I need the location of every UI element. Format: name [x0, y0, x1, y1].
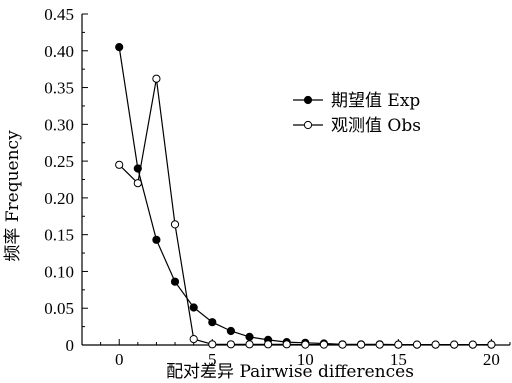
- x-axis-label: 配对差异 Pairwise differences: [166, 362, 414, 382]
- data-point-obs: [245, 340, 254, 349]
- data-point-exp: [152, 235, 161, 244]
- legend-marker: [303, 95, 313, 105]
- data-point-obs: [412, 340, 422, 349]
- data-point-exp: [189, 303, 198, 312]
- data-point-obs: [208, 340, 217, 349]
- series-line-exp: [118, 47, 492, 346]
- data-point-exp: [170, 277, 180, 286]
- data-point-obs: [338, 340, 347, 349]
- data-point-exp: [245, 332, 254, 341]
- x-tick-label: 20: [483, 350, 500, 369]
- y-tick-label: 0.05: [44, 299, 74, 318]
- data-point-obs: [282, 340, 291, 349]
- data-point-obs: [319, 340, 328, 349]
- data-point-obs: [468, 340, 477, 349]
- y-tick-label: 0.35: [44, 79, 74, 98]
- data-point-exp: [115, 43, 124, 52]
- legend-label: 期望值 Exp: [331, 91, 420, 111]
- data-point-obs: [115, 160, 124, 169]
- data-point-obs: [301, 340, 310, 349]
- y-tick-label: 0.25: [44, 152, 74, 171]
- data-point-obs: [394, 340, 403, 349]
- legend-marker: [303, 120, 313, 130]
- data-point-obs: [170, 220, 180, 229]
- x-tick-label: 0: [115, 350, 124, 369]
- data-point-exp: [208, 318, 217, 327]
- chart-axes: [81, 14, 510, 346]
- tick-marks: [81, 13, 511, 346]
- tick-labels: 0 0.05 0.10 0.15 0.20 0.25 0.30 0.35 0.40 0.45 0 5 1…: [44, 5, 500, 369]
- x-tick-label: 10: [297, 350, 314, 369]
- data-point-obs: [431, 340, 440, 349]
- data-point-obs: [133, 179, 142, 188]
- series-points: [115, 43, 496, 349]
- x-tick-label: 15: [390, 350, 407, 369]
- y-tick-label: 0.20: [44, 189, 74, 208]
- y-tick-label: 0.30: [44, 115, 74, 134]
- series-line-obs: [118, 78, 492, 346]
- y-tick-label: 0.10: [44, 262, 74, 281]
- data-point-obs: [375, 340, 384, 349]
- series-lines: [118, 47, 492, 346]
- data-point-obs: [264, 340, 273, 349]
- data-point-obs: [152, 74, 161, 83]
- data-point-obs: [226, 340, 235, 349]
- x-tick-label: 5: [208, 350, 217, 369]
- y-tick-label: 0: [66, 336, 75, 355]
- legend-label: 观测值 Obs: [331, 116, 421, 136]
- y-tick-label: 0.15: [44, 226, 74, 245]
- data-point-obs: [450, 340, 459, 349]
- y-axis-label: 频率 Frequency: [3, 130, 23, 262]
- y-tick-label: 0.45: [44, 5, 74, 24]
- data-point-exp: [133, 164, 142, 173]
- data-point-obs: [189, 335, 198, 344]
- data-point-obs: [487, 340, 496, 349]
- chart-legend: 期望值 Exp 观测值 Obs: [293, 91, 421, 136]
- y-tick-label: 0.40: [44, 42, 74, 61]
- data-point-obs: [357, 340, 366, 349]
- data-point-exp: [226, 326, 235, 336]
